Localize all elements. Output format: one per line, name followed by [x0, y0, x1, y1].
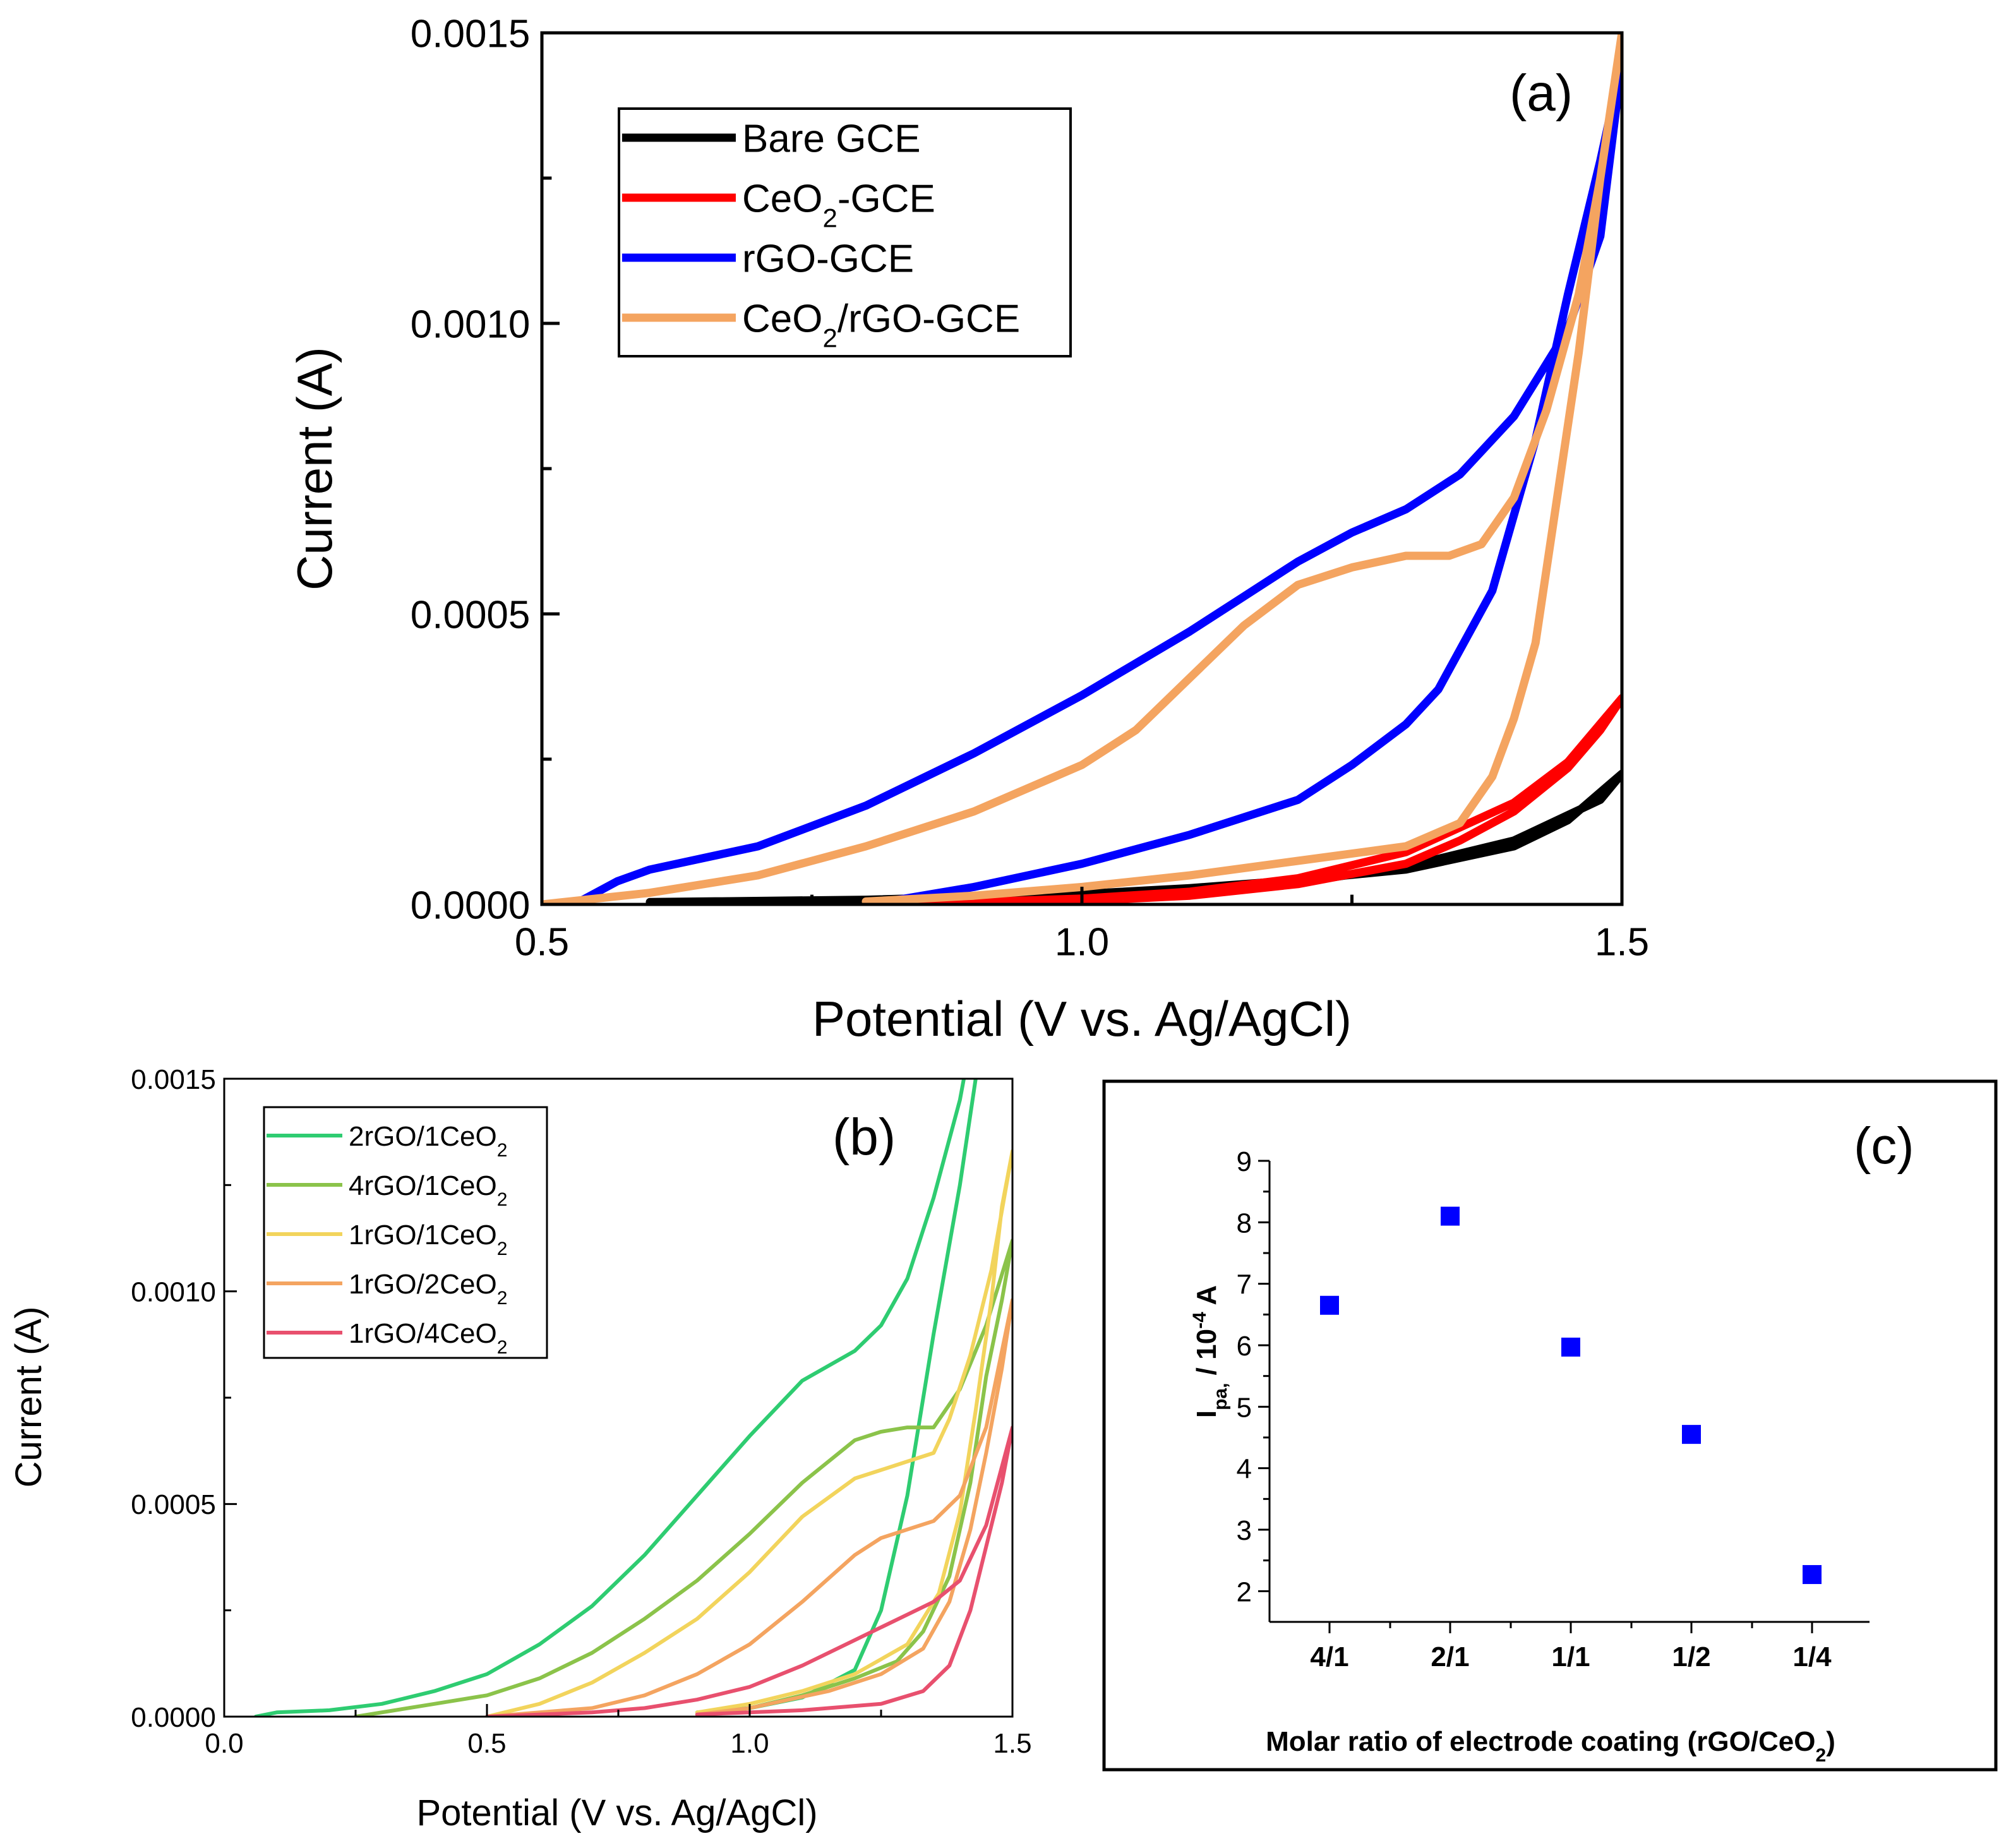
x-tick-label: 2/1 [1431, 1641, 1469, 1672]
x-tick-label: 1/2 [1672, 1641, 1710, 1672]
legend-entry: 1rGO/2CeO2 [349, 1269, 507, 1308]
x-tick-label: 1/4 [1792, 1641, 1832, 1672]
panel-b-ticks: 0.0 0.5 1.0 1.5 0.0000 0.0005 0.0010 0.0015 [131, 1064, 1031, 1759]
panel-b-chart: 0.0 0.5 1.0 1.5 0.0000 0.0005 0.0010 0.0015 (b)… [8, 1064, 1032, 1833]
series-line-2rgo-1ceo2 [253, 1079, 978, 1717]
panel-a-x-axis-title: Potential (V vs. Ag/AgCl) [812, 991, 1352, 1047]
legend-entry: 1rGO/4CeO2 [349, 1318, 507, 1358]
scatter-point-1-4 [1803, 1565, 1822, 1585]
y-tick-label: 0.0005 [131, 1489, 216, 1520]
legend-entry: 1rGO/1CeO2 [349, 1220, 507, 1259]
legend-entry: 4rGO/1CeO2 [349, 1170, 507, 1210]
y-tick-label: 8 [1237, 1208, 1252, 1239]
panel-b-legend-box [263, 1106, 548, 1359]
panel-c-points [1320, 1206, 1822, 1585]
panel-c-y-axis-title: Ipa, / 10-4 A [1189, 1285, 1231, 1418]
y-tick-label: 9 [1237, 1146, 1252, 1177]
y-tick-label: 5 [1237, 1392, 1252, 1423]
y-tick-label: 2 [1237, 1576, 1252, 1607]
x-tick-label: 0.5 [467, 1728, 506, 1759]
scatter-point-1-2 [1682, 1425, 1701, 1444]
x-tick-label: 1.5 [1595, 921, 1649, 964]
panel-c-label: (c) [1854, 1117, 1914, 1175]
panel-b-x-axis-title: Potential (V vs. Ag/AgCl) [416, 1792, 817, 1833]
series-line-ceo2-rgo-gce [542, 33, 1622, 904]
y-tick-label: 0.0000 [411, 884, 531, 927]
series-line-ceo2-gce [861, 693, 1622, 904]
x-tick-label: 0.0 [205, 1728, 243, 1759]
panel-b-legend: 2rGO/1CeO2 4rGO/1CeO2 1rGO/1CeO2 1rGO/2CeO2… [267, 1121, 507, 1358]
y-tick-label: 3 [1237, 1515, 1252, 1546]
x-tick-label: 4/1 [1310, 1641, 1348, 1672]
y-tick-label: 4 [1237, 1454, 1252, 1485]
y-tick-label: 0.0010 [411, 303, 531, 346]
scatter-point-2-1 [1441, 1206, 1460, 1226]
y-tick-label: 6 [1237, 1331, 1252, 1362]
y-tick-label: 0.0015 [411, 12, 531, 56]
panel-c-x-axis-title: Molar ratio of electrode coating (rGO/Ce… [1266, 1726, 1835, 1766]
y-tick-label: 0.0000 [131, 1702, 216, 1733]
series-line-rgo-gce [570, 57, 1622, 904]
y-tick-label: 0.0010 [131, 1277, 216, 1308]
legend-entry: rGO-GCE [742, 237, 914, 280]
panel-c-chart: 2 3 4 5 6 7 8 9 4/1 2/1 1/1 1/2 1/4 (c) Molar ratio … [1102, 1079, 1998, 1772]
y-tick-label: 7 [1237, 1269, 1252, 1300]
x-tick-label: 0.5 [515, 921, 569, 964]
panel-a-legend: Bare GCE CeO2-GCE rGO-GCE CeO2/rGO-GCE [622, 117, 1020, 352]
panel-a-label: (a) [1510, 64, 1573, 122]
x-tick-label: 1.0 [730, 1728, 769, 1759]
panel-a-ticks: 0.5 1.0 1.5 0.0000 0.0005 0.0010 0.0015 [411, 12, 1649, 964]
scatter-point-1-1 [1561, 1337, 1580, 1357]
series-line-1rgo-4ceo2 [485, 1425, 1012, 1717]
legend-entry: Bare GCE [742, 117, 921, 160]
panel-a-series-layer [542, 33, 1622, 904]
x-tick-label: 1.0 [1055, 921, 1109, 964]
x-tick-label: 1.5 [993, 1728, 1031, 1759]
series-line-1rgo-1ceo2 [485, 1149, 1012, 1717]
panel-b-series-layer [253, 1079, 1012, 1717]
legend-entry: CeO2/rGO-GCE [742, 297, 1020, 352]
panel-a-legend-box [618, 107, 1072, 357]
x-tick-label: 1/1 [1551, 1641, 1590, 1672]
panel-a-y-axis-title: Current (A) [287, 347, 342, 591]
panel-b-y-axis-title: Current (A) [8, 1307, 49, 1488]
panel-b-label: (b) [832, 1108, 896, 1166]
panel-c-axes: 2 3 4 5 6 7 8 9 4/1 2/1 1/1 1/2 1/4 [1237, 1146, 1870, 1672]
panel-c-outer-border [1102, 1079, 1998, 1772]
panel-a-chart: 0.5 1.0 1.5 0.0000 0.0005 0.0010 0.0015 (a) Po… [287, 12, 1649, 1047]
legend-entry: CeO2-GCE [742, 177, 935, 232]
series-line-4rgo-1ceo2 [354, 1238, 1012, 1717]
y-tick-label: 0.0015 [131, 1064, 216, 1095]
series-line-1rgo-2ceo2 [485, 1298, 1012, 1717]
scatter-point-4-1 [1320, 1295, 1339, 1315]
y-tick-label: 0.0005 [411, 593, 531, 637]
legend-entry: 2rGO/1CeO2 [349, 1121, 507, 1161]
